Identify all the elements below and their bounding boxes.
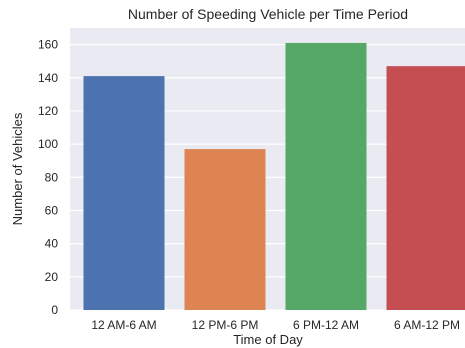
x-tick-label: 6 PM-12 AM (293, 318, 359, 332)
y-tick-label: 40 (45, 237, 59, 251)
y-tick-label: 0 (51, 303, 58, 317)
y-axis-label: Number of Vehicles (10, 112, 25, 225)
y-tick-label: 120 (38, 104, 58, 118)
y-tick-label: 20 (45, 270, 59, 284)
y-tick-label: 140 (38, 71, 58, 85)
bars (83, 42, 465, 310)
x-tick-label: 12 AM-6 AM (91, 318, 156, 332)
bar (83, 76, 165, 310)
x-tick-labels: 12 AM-6 AM 12 PM-6 PM 6 PM-12 AM 6 AM-12 PM (91, 318, 460, 332)
y-tick-label: 160 (38, 38, 58, 52)
y-tick-labels: 0 20 40 60 80 100 120 140 160 (38, 38, 58, 317)
bar (386, 66, 465, 310)
chart-title: Number of Speeding Vehicle per Time Peri… (128, 6, 408, 22)
bar (184, 149, 266, 310)
y-tick-label: 100 (38, 137, 58, 151)
x-tick-label: 6 AM-12 PM (394, 318, 460, 332)
y-tick-label: 60 (45, 203, 59, 217)
x-axis-label: Time of Day (233, 332, 303, 347)
x-tick-label: 12 PM-6 PM (192, 318, 259, 332)
bar (285, 42, 367, 310)
y-tick-label: 80 (45, 170, 59, 184)
